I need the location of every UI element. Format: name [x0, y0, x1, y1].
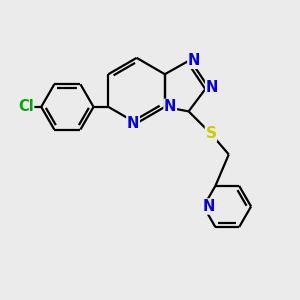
Text: Cl: Cl: [18, 99, 34, 114]
Text: N: N: [206, 80, 218, 95]
Text: N: N: [203, 199, 215, 214]
Text: N: N: [188, 53, 200, 68]
Text: S: S: [206, 126, 216, 141]
Text: N: N: [127, 116, 139, 131]
Text: N: N: [164, 99, 176, 114]
